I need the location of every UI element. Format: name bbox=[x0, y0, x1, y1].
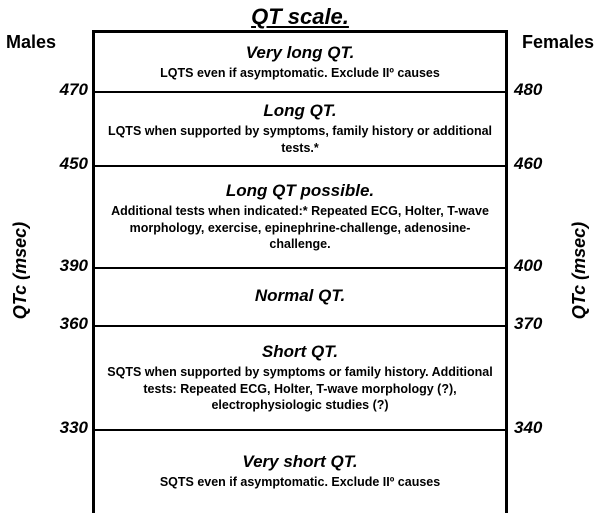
qt-band: Long QT possible.Additional tests when i… bbox=[95, 167, 505, 269]
band-title: Long QT possible. bbox=[105, 181, 495, 201]
band-title: Very short QT. bbox=[105, 452, 495, 472]
band-description: LQTS even if asymptomatic. Exclude IIº c… bbox=[105, 65, 495, 82]
qt-band: Very long QT. LQTS even if asymptomatic. … bbox=[95, 33, 505, 93]
tick-female: 480 bbox=[514, 80, 554, 100]
qt-scale-box: Very long QT. LQTS even if asymptomatic. … bbox=[92, 30, 508, 513]
y-axis-label-right: QTc (msec) bbox=[569, 222, 590, 319]
qt-band: Normal QT. bbox=[95, 269, 505, 327]
band-description: Additional tests when indicated:* Repeat… bbox=[105, 203, 495, 254]
y-axis-label-left: QTc (msec) bbox=[10, 222, 31, 319]
band-description: SQTS even if asymptomatic. Exclude IIº c… bbox=[105, 474, 495, 491]
tick-male: 470 bbox=[52, 80, 88, 100]
tick-female: 370 bbox=[514, 314, 554, 334]
band-title: Short QT. bbox=[105, 342, 495, 362]
tick-female: 340 bbox=[514, 418, 554, 438]
tick-female: 400 bbox=[514, 256, 554, 276]
tick-male: 330 bbox=[52, 418, 88, 438]
tick-male: 360 bbox=[52, 314, 88, 334]
band-title: Normal QT. bbox=[105, 286, 495, 306]
band-description: LQTS when supported by symptoms, family … bbox=[105, 123, 495, 157]
qt-band: Long QT.LQTS when supported by symptoms,… bbox=[95, 93, 505, 167]
males-header: Males bbox=[6, 32, 56, 53]
tick-male: 390 bbox=[52, 256, 88, 276]
band-title: Long QT. bbox=[105, 101, 495, 121]
females-header: Females bbox=[522, 32, 594, 53]
chart-title: QT scale. bbox=[0, 0, 600, 32]
tick-male: 450 bbox=[52, 154, 88, 174]
tick-female: 460 bbox=[514, 154, 554, 174]
qt-band: Short QT.SQTS when supported by symptoms… bbox=[95, 327, 505, 431]
band-description: SQTS when supported by symptoms or famil… bbox=[105, 364, 495, 415]
band-title: Very long QT. bbox=[105, 43, 495, 63]
qt-band: Very short QT. SQTS even if asymptomatic.… bbox=[95, 431, 505, 511]
